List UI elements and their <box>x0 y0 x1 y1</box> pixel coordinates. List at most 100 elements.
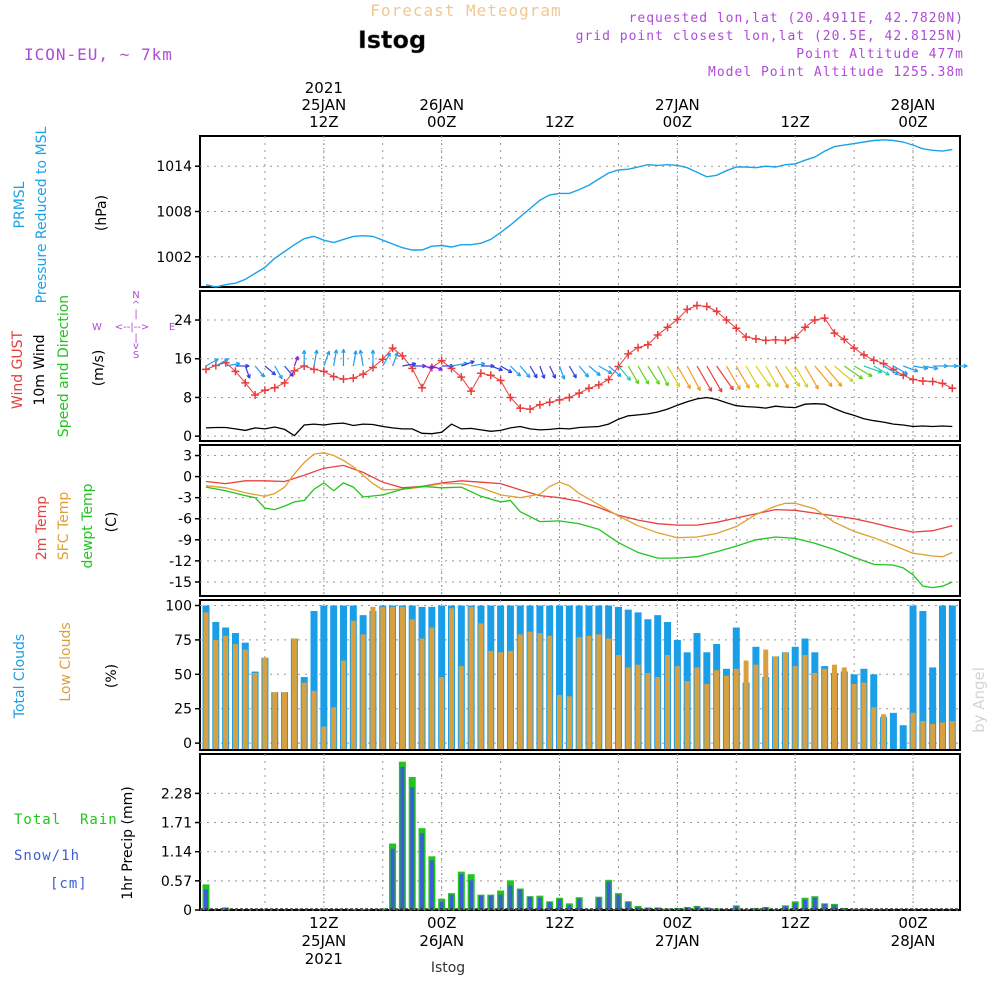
bottom-hour-label: 12Z <box>781 914 810 932</box>
low-cloud-bar <box>282 692 288 749</box>
gust-point <box>319 367 328 376</box>
low-cloud-bar <box>409 619 415 749</box>
snow-bar <box>204 889 208 910</box>
snow-bar <box>812 897 817 910</box>
snow-bar <box>793 902 798 910</box>
gust-point <box>251 391 260 400</box>
station-title: Istog <box>358 26 426 54</box>
low-cloud-bar <box>547 635 553 749</box>
precip-rain-label: Rain <box>80 812 118 828</box>
bottom-hour-label: 00Z <box>427 914 456 932</box>
bottom-year-label: 2021 <box>305 950 343 968</box>
wind-arrow <box>451 362 468 367</box>
low-cloud-bar <box>223 635 229 749</box>
wind-ytick-label: 24 <box>174 313 192 329</box>
wind-arrow <box>784 365 801 387</box>
compass-w: W <box>92 322 102 333</box>
low-cloud-bar <box>841 667 847 749</box>
gust-point <box>712 307 721 316</box>
snow-bar <box>842 908 847 910</box>
bottom-station-label: Istog <box>431 960 465 976</box>
wind-unit: (m/s) <box>91 350 107 387</box>
total-cloud-bar <box>939 605 946 749</box>
total-cloud-bar <box>909 605 917 749</box>
precip-unit: 1hr Precip (mm) <box>120 786 136 899</box>
wind-arrow <box>686 365 701 391</box>
wind-arrow-head <box>525 373 531 379</box>
pressure-ytick-label: 1014 <box>156 159 192 175</box>
gust-point <box>742 332 751 341</box>
snow-bar <box>498 894 503 910</box>
wind-arrow-head <box>596 371 601 377</box>
sfc-label: SFC Temp <box>56 492 72 561</box>
wind-arrow-head <box>933 365 939 371</box>
gust-point <box>594 380 603 389</box>
grid-point-location: grid point closest lon,lat (20.5E, 42.81… <box>576 29 964 44</box>
low-cloud-bar <box>743 660 749 749</box>
watermark: by Angel <box>970 667 988 733</box>
wind-arrow <box>402 363 417 367</box>
top-hour-label: 00Z <box>898 113 927 131</box>
wind-arrow <box>657 365 669 387</box>
low-cloud-bar <box>704 683 710 749</box>
snow-bar <box>783 905 788 910</box>
low-cloud-bar <box>949 721 955 749</box>
wind-arrow-head <box>696 386 701 391</box>
wind-arrow <box>215 358 229 367</box>
gust-point <box>241 378 250 387</box>
low-cloud-bar <box>321 726 327 749</box>
low-cloud-bar <box>272 692 278 749</box>
snow-bar <box>861 908 866 910</box>
wind-arrow <box>843 365 863 380</box>
gust-point <box>437 356 446 365</box>
requested-location: requested lon,lat (20.4911E, 42.7820N) <box>629 11 964 26</box>
wind-dir-label: Speed and Direction <box>56 295 72 437</box>
bottom-hour-label: 00Z <box>898 914 927 932</box>
low-cloud-bar <box>910 712 916 749</box>
wind-arrow <box>352 350 357 367</box>
total-cloud-bar <box>310 611 318 749</box>
wind-arrow-head <box>341 348 346 354</box>
wind-arrow-head <box>470 360 475 365</box>
precip-ytick-label: 1.14 <box>161 845 192 861</box>
snow-bar <box>881 909 886 910</box>
wind-arrow <box>264 365 276 376</box>
gust-point <box>751 334 760 343</box>
low-cloud-bar <box>733 668 739 749</box>
gust-point <box>653 331 662 340</box>
snow-bar <box>478 895 483 910</box>
wind-arrow <box>608 365 622 377</box>
wind-arrow <box>814 365 833 387</box>
wind-arrow <box>205 358 219 367</box>
wind10-line <box>205 396 953 437</box>
low-cloud-bar <box>262 657 268 749</box>
snow-bar <box>449 894 454 910</box>
wind-arrow-head <box>294 355 299 361</box>
wind-arrow-head <box>370 349 376 354</box>
wind-arrow <box>637 365 650 385</box>
snow-bar <box>606 881 611 910</box>
gust-point <box>801 323 810 332</box>
snow-bar <box>567 904 572 910</box>
total-cloud-bar <box>320 605 328 749</box>
compass-s: S <box>133 350 139 361</box>
low-cloud-bar <box>920 721 926 749</box>
snow-bar <box>586 908 591 910</box>
low-cloud-bar <box>812 672 818 749</box>
low-cloud-bar <box>242 649 248 749</box>
low-cloud-bar <box>851 683 857 749</box>
wind-arrow <box>392 352 399 367</box>
wind-arrow-head <box>784 384 789 389</box>
temp-ytick-label: -12 <box>169 554 192 570</box>
gust-point <box>918 377 927 385</box>
low-cloud-bar <box>792 666 798 749</box>
snow-bar <box>351 909 356 910</box>
wind-arrow-head <box>353 350 358 355</box>
gust-point <box>339 375 348 384</box>
wind-arrow <box>431 365 443 371</box>
snow-bar <box>557 899 562 910</box>
wind-arrow-head <box>795 382 801 388</box>
gust-point <box>575 389 584 398</box>
low-cloud-bar <box>635 664 641 749</box>
snow-bar <box>410 787 415 910</box>
